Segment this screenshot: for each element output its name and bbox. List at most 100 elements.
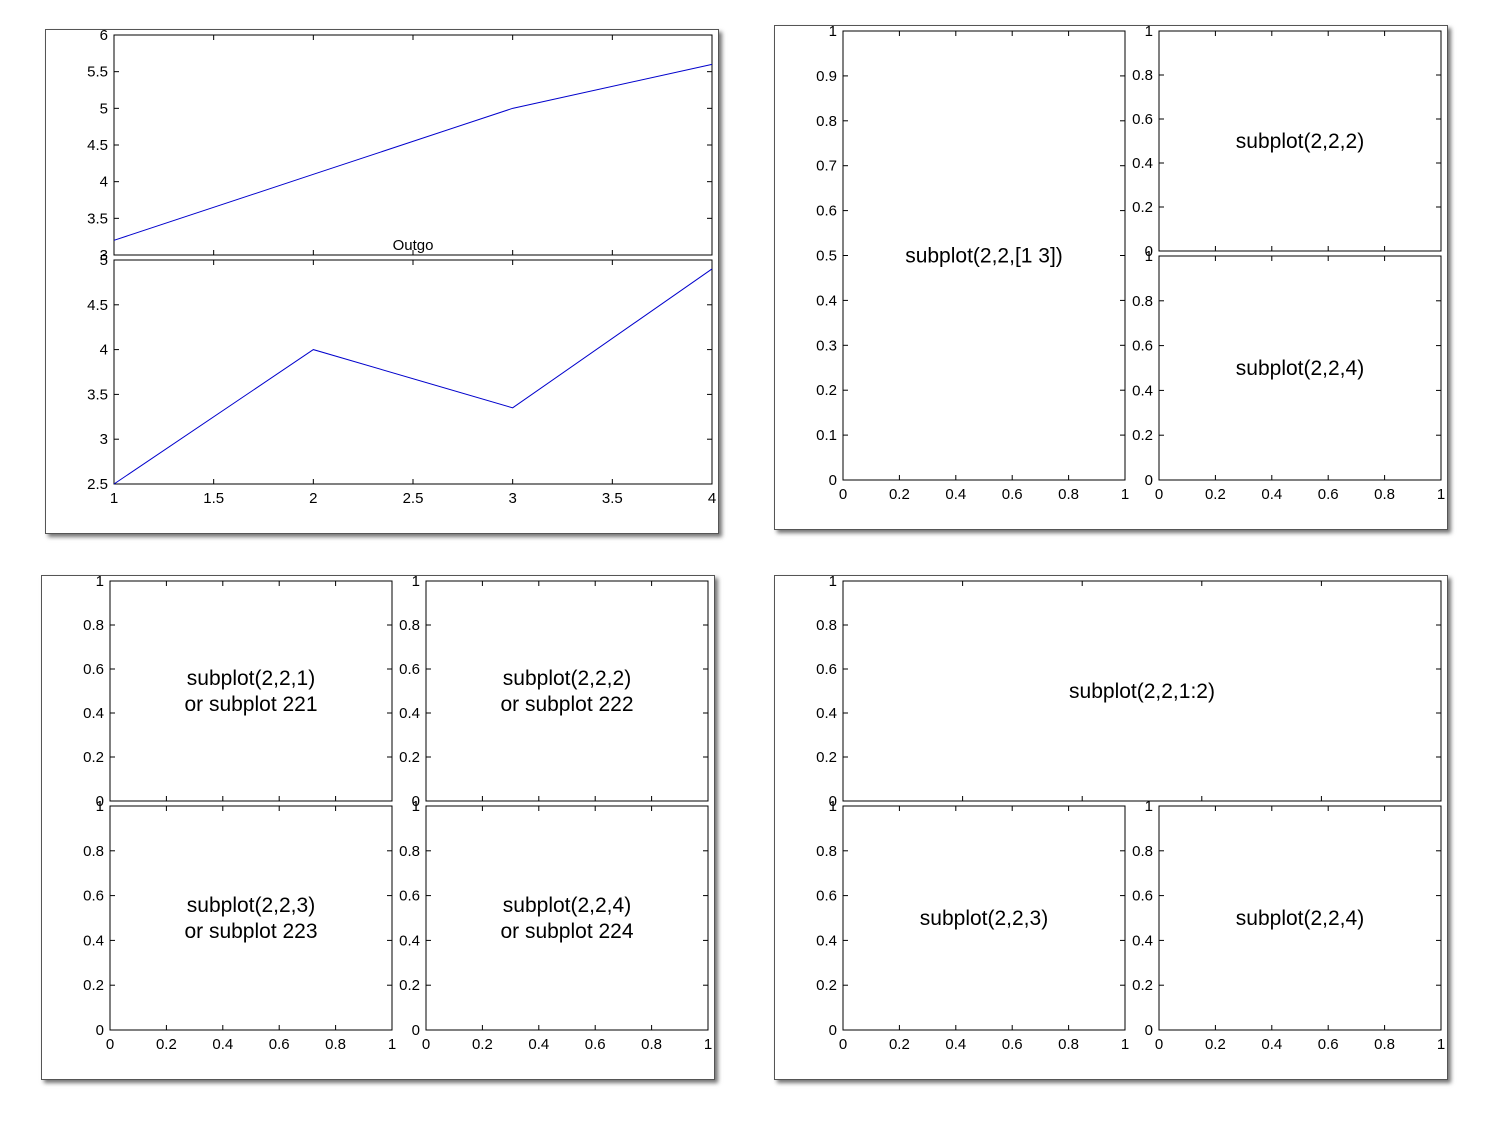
ytick-label-p2a2-0: 0 — [96, 1022, 104, 1039]
axes-frame-p1a2 — [1158, 255, 1442, 481]
ytick-label-p0a0-3: 4.5 — [87, 137, 108, 154]
ytick-label-p1a2-1: 0.2 — [1132, 427, 1153, 444]
ytick-label-p3a2-0: 0 — [1145, 1022, 1153, 1039]
ytick-label-p3a0-0: 0 — [829, 793, 837, 810]
ytick-label-p1a0-6: 0.6 — [816, 203, 837, 220]
xtick-label-p3a2-5: 1 — [1437, 1036, 1445, 1053]
xtick-label-p3a1-2: 0.4 — [945, 1036, 966, 1053]
ytick-label-p1a2-2: 0.4 — [1132, 382, 1153, 399]
ytick-label-p0a0-6: 6 — [100, 30, 108, 44]
ytick-label-p1a2-5: 1 — [1145, 248, 1153, 265]
ytick-label-p3a1-2: 0.4 — [816, 932, 837, 949]
ytick-label-p2a3-2: 0.4 — [399, 932, 420, 949]
ytick-label-p3a2-1: 0.2 — [1132, 977, 1153, 994]
annotation-p3a0-0: subplot(2,2,1:2) — [1069, 680, 1215, 703]
xtick-label-p3a2-0: 0 — [1155, 1036, 1163, 1053]
ytick-label-p3a0-4: 0.8 — [816, 617, 837, 634]
ytick-label-p0a0-5: 5.5 — [87, 64, 108, 81]
ytick-label-p1a0-5: 0.5 — [816, 248, 837, 265]
annotation-p2a3-0: subplot(2,2,4) — [503, 894, 631, 917]
ytick-label-p1a1-2: 0.4 — [1132, 155, 1153, 172]
annotation-p3a2-0: subplot(2,2,4) — [1236, 907, 1364, 930]
ytick-label-p2a1-5: 1 — [412, 576, 420, 590]
xtick-label-p2a3-2: 0.4 — [528, 1036, 549, 1053]
ytick-label-p1a0-7: 0.7 — [816, 158, 837, 175]
ytick-label-p2a1-2: 0.4 — [399, 705, 420, 722]
annotation-p2a3-1: or subplot 224 — [500, 920, 633, 943]
ytick-label-p3a0-3: 0.6 — [816, 661, 837, 678]
xtick-label-p0a1-0: 1 — [110, 490, 118, 507]
xtick-label-p2a2-0: 0 — [106, 1036, 114, 1053]
ytick-label-p3a2-2: 0.4 — [1132, 932, 1153, 949]
axes-frame-p3a2 — [1158, 805, 1442, 1031]
ytick-label-p1a0-8: 0.8 — [816, 113, 837, 130]
ytick-label-p3a0-5: 1 — [829, 576, 837, 590]
ytick-label-p0a1-5: 5 — [100, 252, 108, 269]
ytick-label-p2a0-5: 1 — [96, 576, 104, 590]
xtick-label-p1a0-5: 1 — [1121, 486, 1129, 503]
axes-frame-p2a3 — [425, 805, 709, 1031]
panel-top-right-svg: 00.10.20.30.40.50.60.70.80.910 0.2 0.4 0.6 0… — [816, 26, 1445, 503]
axes-frame-p3a0 — [842, 580, 1442, 802]
ytick-label-p2a3-0: 0 — [412, 1022, 420, 1039]
axes-frame-p0a1 — [113, 259, 713, 485]
ytick-label-p0a1-2: 3.5 — [87, 386, 108, 403]
ytick-label-p1a2-4: 0.8 — [1132, 293, 1153, 310]
axes-frame-p3a1 — [842, 805, 1126, 1031]
ytick-label-p1a0-3: 0.3 — [816, 337, 837, 354]
ytick-label-p2a0-2: 0.4 — [83, 705, 104, 722]
xtick-label-p1a2-0: 0 — [1155, 486, 1163, 503]
annotation-p2a0-0: subplot(2,2,1) — [187, 667, 315, 690]
xtick-label-p2a3-4: 0.8 — [641, 1036, 662, 1053]
xtick-label-p2a2-3: 0.6 — [269, 1036, 290, 1053]
ytick-label-p2a2-2: 0.4 — [83, 932, 104, 949]
xtick-label-p1a2-5: 1 — [1437, 486, 1445, 503]
xtick-label-p0a1-2: 2 — [309, 490, 317, 507]
ytick-label-p0a1-3: 4 — [100, 342, 108, 359]
xtick-label-p3a2-1: 0.2 — [1205, 1036, 1226, 1053]
annotation-p2a2-0: subplot(2,2,3) — [187, 894, 315, 917]
ytick-label-p1a2-0: 0 — [1145, 472, 1153, 489]
ytick-label-p2a2-4: 0.8 — [83, 843, 104, 860]
ytick-label-p2a2-1: 0.2 — [83, 977, 104, 994]
annotation-p1a2-0: subplot(2,2,4) — [1236, 357, 1364, 380]
xtick-label-p1a0-4: 0.8 — [1058, 486, 1079, 503]
ytick-label-p1a0-0: 0 — [829, 472, 837, 489]
xtick-label-p3a2-4: 0.8 — [1374, 1036, 1395, 1053]
panel-top-left: 3 3.5 4 4.5 5 5.5 6 2.5 3 3.5 4 4.5 5 1 1.5 2 2.5 3 3.5 4 Ou… — [45, 29, 719, 534]
ytick-label-p1a2-3: 0.6 — [1132, 338, 1153, 355]
xtick-label-p0a1-5: 3.5 — [602, 490, 623, 507]
ytick-label-p3a1-3: 0.6 — [816, 888, 837, 905]
ytick-label-p0a1-4: 4.5 — [87, 297, 108, 314]
ytick-label-p2a1-4: 0.8 — [399, 617, 420, 634]
panel-top-left-svg: 3 3.5 4 4.5 5 5.5 6 2.5 3 3.5 4 4.5 5 1 1.5 2 2.5 3 3.5 4 Ou… — [87, 30, 716, 507]
ytick-label-p3a2-3: 0.6 — [1132, 888, 1153, 905]
xtick-label-p2a3-3: 0.6 — [585, 1036, 606, 1053]
ytick-label-p1a0-4: 0.4 — [816, 292, 837, 309]
ytick-label-p0a0-0: 3 — [100, 247, 108, 264]
axes-frame-p1a1 — [1158, 30, 1442, 252]
xtick-label-p3a2-2: 0.4 — [1261, 1036, 1282, 1053]
xtick-label-p1a0-1: 0.2 — [889, 486, 910, 503]
xtick-label-p1a2-3: 0.6 — [1318, 486, 1339, 503]
axes-frame-p2a0 — [109, 580, 393, 802]
ytick-label-p1a0-9: 0.9 — [816, 68, 837, 85]
ytick-label-p3a2-4: 0.8 — [1132, 843, 1153, 860]
annotation-p1a0-0: subplot(2,2,[1 3]) — [905, 245, 1063, 268]
annotation-p3a1-0: subplot(2,2,3) — [920, 907, 1048, 930]
xtick-label-p1a0-3: 0.6 — [1002, 486, 1023, 503]
xtick-label-p3a1-5: 1 — [1121, 1036, 1129, 1053]
ytick-label-p2a3-5: 1 — [412, 798, 420, 815]
axes-frame-p1a0 — [842, 30, 1126, 481]
ytick-label-p2a0-4: 0.8 — [83, 617, 104, 634]
ytick-label-p1a0-10: 1 — [829, 26, 837, 40]
ytick-label-p3a0-2: 0.4 — [816, 705, 837, 722]
axes-title-p0a1: Outgo — [393, 237, 434, 254]
ytick-label-p2a0-1: 0.2 — [83, 749, 104, 766]
xtick-label-p2a2-4: 0.8 — [325, 1036, 346, 1053]
xtick-label-p0a1-3: 2.5 — [403, 490, 424, 507]
ytick-label-p1a1-4: 0.8 — [1132, 67, 1153, 84]
ytick-label-p1a0-2: 0.2 — [816, 382, 837, 399]
ytick-label-p2a0-3: 0.6 — [83, 661, 104, 678]
xtick-label-p2a3-1: 0.2 — [472, 1036, 493, 1053]
